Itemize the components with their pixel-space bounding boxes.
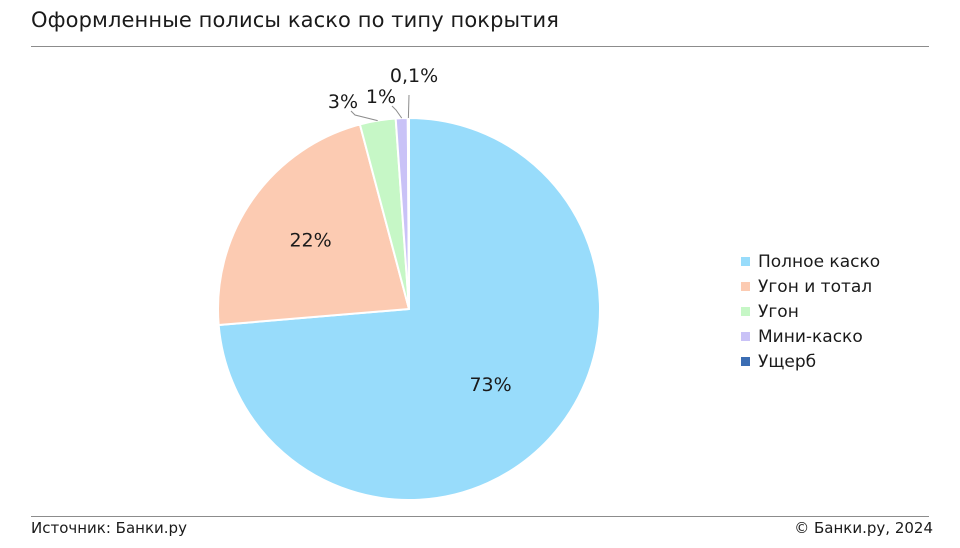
legend-item-2: Угон и тотал [741,274,880,299]
legend-label-2: Угон и тотал [758,276,873,297]
chart-title: Оформленные полисы каско по типу покрыти… [31,8,559,32]
legend-item-1: Полное каско [741,249,880,274]
legend-item-4: Мини-каско [741,324,880,349]
footer-divider [31,516,929,517]
legend-item-3: Угон [741,299,880,324]
chart-legend: Полное каско Угон и тотал Угон Мини-каско Ущ… [741,249,880,374]
copyright-note: © Банки.ру, 2024 [794,519,933,537]
legend-swatch-2 [741,282,750,291]
legend-swatch-3 [741,307,750,316]
legend-swatch-1 [741,257,750,266]
legend-label-1: Полное каско [758,251,881,272]
legend-label-5: Ущерб [758,351,817,372]
legend-label-4: Мини-каско [758,326,863,347]
leader-line-4 [391,105,403,119]
legend-label-3: Угон [758,301,799,322]
slice-data-label-3: 3% [328,91,358,113]
slice-data-label-4: 1% [366,86,396,108]
pie-slice-5 [406,116,410,310]
legend-swatch-5 [741,357,750,366]
slice-data-label-1: 73% [469,374,511,396]
pie-slice-2 [217,123,410,327]
leader-line-3 [350,110,378,122]
slice-data-label-5: 0,1% [390,65,438,87]
title-divider [31,46,929,47]
slice-data-label-2: 22% [289,230,331,252]
source-note: Источник: Банки.ру [31,519,187,537]
legend-item-5: Ущерб [741,349,880,374]
leader-line-5 [407,94,410,119]
legend-swatch-4 [741,332,750,341]
